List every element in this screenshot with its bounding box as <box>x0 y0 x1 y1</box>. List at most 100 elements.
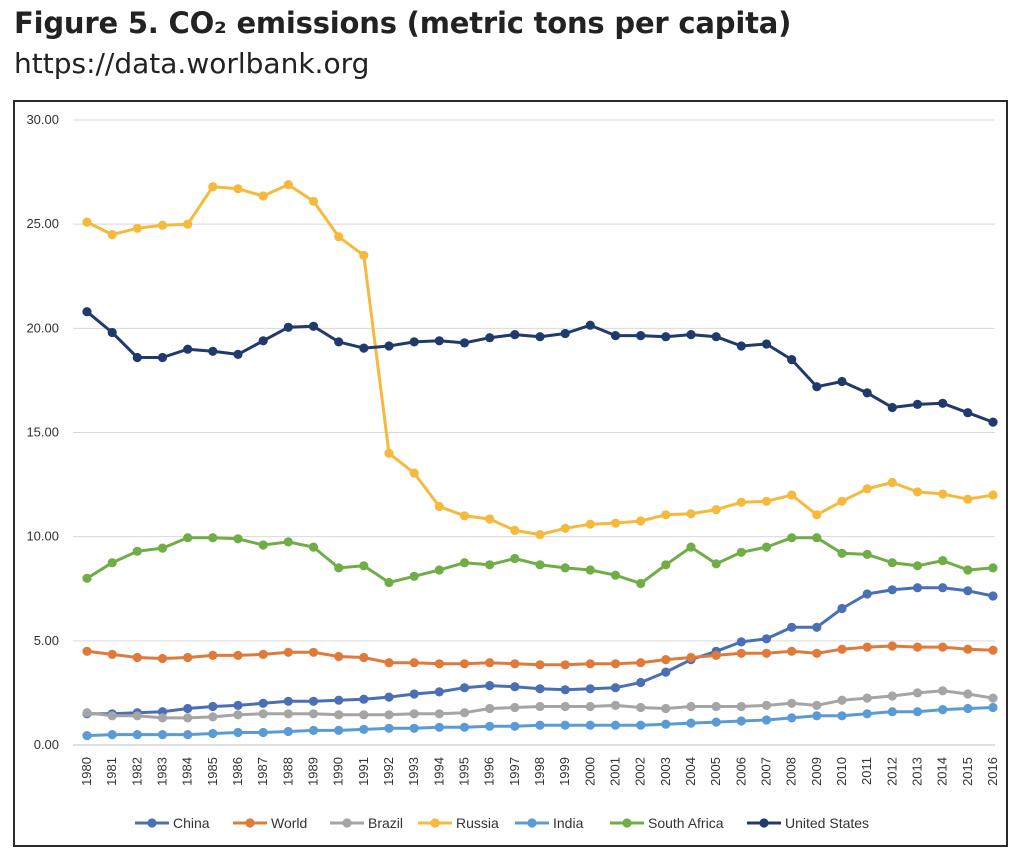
x-tick-label: 1982 <box>129 757 144 786</box>
data-point <box>837 695 847 705</box>
data-point <box>938 583 948 593</box>
x-tick-label: 1989 <box>306 757 321 786</box>
data-point <box>459 659 470 669</box>
y-tick-label: 25.00 <box>26 216 59 231</box>
data-point <box>636 658 646 668</box>
data-point <box>736 701 746 712</box>
data-point <box>862 388 872 398</box>
data-point <box>887 558 897 568</box>
x-tick-label: 2000 <box>582 757 597 786</box>
data-point <box>585 519 595 529</box>
series-brazil <box>82 686 998 723</box>
data-point <box>988 645 998 655</box>
data-point <box>812 510 822 520</box>
data-point <box>208 650 218 661</box>
data-point <box>887 707 897 717</box>
data-point <box>107 230 117 240</box>
x-tick-label: 1987 <box>255 757 270 786</box>
x-tick-label: 2015 <box>960 757 975 786</box>
data-point <box>283 647 293 657</box>
data-point <box>510 525 520 536</box>
data-point <box>812 533 822 543</box>
data-point <box>510 659 520 669</box>
x-tick-label: 1981 <box>104 757 119 786</box>
data-point <box>837 603 847 614</box>
data-point <box>283 537 293 547</box>
series-south-africa <box>82 533 998 589</box>
series-world <box>82 641 998 670</box>
data-point <box>157 220 168 230</box>
data-point <box>812 648 822 658</box>
data-point <box>485 721 495 731</box>
data-point <box>409 709 419 719</box>
data-point <box>208 728 218 739</box>
data-point <box>787 490 797 500</box>
data-point <box>384 723 394 733</box>
data-point <box>837 711 847 721</box>
data-point <box>661 667 671 677</box>
x-tick-label: 2008 <box>784 757 799 786</box>
data-point <box>585 659 595 669</box>
data-point <box>409 723 419 733</box>
data-point <box>233 710 243 720</box>
data-point <box>787 533 797 543</box>
x-tick-label: 1998 <box>532 757 547 786</box>
data-point <box>334 337 344 347</box>
data-point <box>560 701 570 712</box>
x-tick-label: 2013 <box>910 757 925 786</box>
data-point <box>384 448 394 458</box>
data-point <box>761 339 772 349</box>
x-tick-label: 1991 <box>356 757 371 786</box>
data-point <box>157 543 168 553</box>
data-point <box>535 701 545 712</box>
data-point <box>736 716 746 726</box>
chart-frame <box>13 100 1008 847</box>
data-point <box>258 709 268 719</box>
data-point <box>862 693 872 703</box>
data-point <box>585 565 595 575</box>
data-point <box>82 731 92 741</box>
x-tick-label: 2014 <box>935 757 950 786</box>
data-point <box>988 563 998 573</box>
data-point <box>535 720 545 730</box>
data-point <box>384 710 394 720</box>
data-point <box>183 730 193 740</box>
data-point <box>107 730 117 740</box>
x-tick-label: 1990 <box>331 757 346 786</box>
x-tick-label: 1983 <box>155 757 170 786</box>
data-point <box>208 182 218 192</box>
data-point <box>938 398 948 408</box>
data-point <box>812 700 822 711</box>
data-point <box>510 682 520 692</box>
data-point <box>686 509 696 519</box>
data-point <box>887 641 897 651</box>
data-point <box>535 560 545 570</box>
data-point <box>761 715 772 725</box>
x-tick-label: 2005 <box>708 757 723 786</box>
data-point <box>736 341 746 351</box>
data-point <box>359 724 369 735</box>
data-point <box>988 417 998 427</box>
data-point <box>258 727 268 738</box>
x-tick-label: 1980 <box>79 757 94 786</box>
data-point <box>132 546 142 556</box>
data-point <box>661 510 671 520</box>
data-point <box>636 516 646 526</box>
data-point <box>510 702 520 713</box>
legend-swatch-marker <box>622 818 632 828</box>
data-point <box>887 585 897 595</box>
figure-source-url: https://data.worlbank.org <box>14 47 370 80</box>
data-point <box>736 648 746 658</box>
data-point <box>636 702 646 713</box>
data-point <box>963 689 973 699</box>
data-point <box>409 571 419 581</box>
data-point <box>485 703 495 714</box>
data-point <box>938 556 948 566</box>
data-point <box>132 352 142 363</box>
data-point <box>434 565 444 575</box>
data-point <box>661 719 671 729</box>
x-tick-label: 1999 <box>557 757 572 786</box>
data-point <box>862 589 872 599</box>
y-tick-label: 15.00 <box>26 425 59 440</box>
legend-label: Russia <box>456 815 499 831</box>
